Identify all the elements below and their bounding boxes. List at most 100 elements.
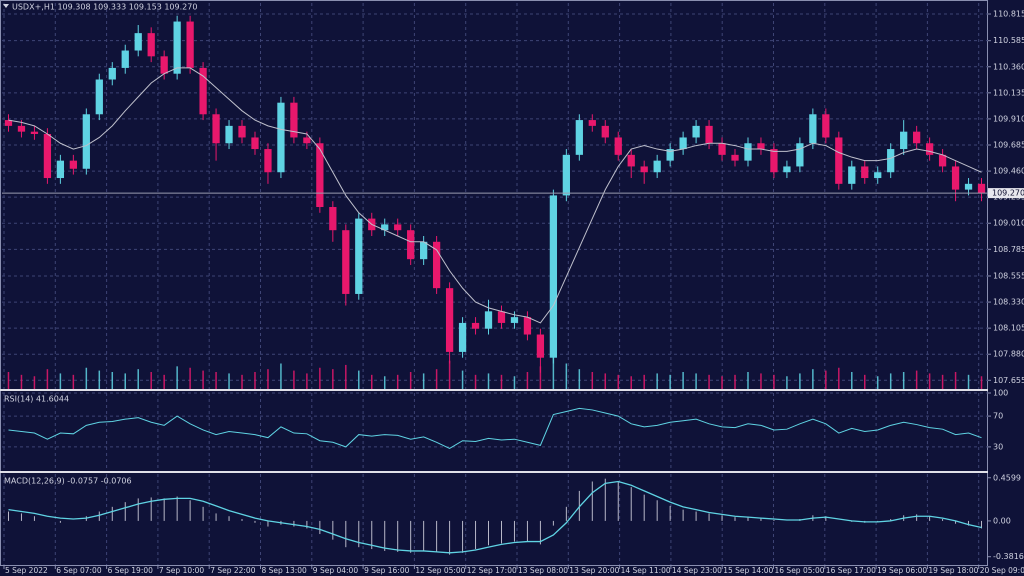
time-label: 19 Sep 06:00 [877, 566, 927, 575]
current-price-label: 109.270 [992, 189, 1024, 198]
y-tick-label: 109.460 [993, 167, 1024, 176]
candle-body [887, 149, 895, 173]
candle-body [56, 160, 65, 179]
candle-body [640, 166, 648, 173]
y-tick-label: 110.585 [993, 36, 1024, 45]
candle-body [692, 125, 700, 138]
candle-body [601, 125, 609, 138]
candle-body [17, 125, 26, 132]
rsi-line [8, 407, 982, 450]
time-label: 8 Sep 13:00 [262, 566, 308, 575]
candle-body [951, 166, 960, 190]
y-tick-label: 30 [993, 442, 1003, 451]
candle-body [173, 21, 181, 74]
time-label: 13 Sep 08:00 [518, 566, 568, 575]
y-tick-label: 109.010 [993, 219, 1024, 228]
time-label: 20 Sep 09:00 [980, 566, 1024, 575]
candle-body [82, 114, 90, 169]
candle-body [783, 166, 791, 173]
candle-body [290, 102, 298, 138]
time-label: 7 Sep 10:00 [159, 566, 205, 575]
candle-body [964, 183, 973, 190]
y-tick-label: 0.00 [993, 516, 1011, 525]
candle-body [160, 56, 168, 74]
candle-body [134, 33, 142, 51]
candle-body [913, 131, 921, 144]
candle-body [562, 154, 570, 196]
candle-body [69, 160, 77, 169]
candle-body [705, 125, 713, 144]
candle-body [432, 241, 441, 289]
y-tick-label: 109.910 [993, 114, 1024, 123]
y-tick-label: 108.105 [993, 324, 1024, 333]
candle-body [874, 172, 882, 179]
y-tick-label: -0.3816 [993, 552, 1024, 561]
y-tick-label: 70 [993, 412, 1003, 421]
rsi-title: RSI(14) 41.6044 [4, 395, 69, 404]
candle-body [523, 317, 532, 335]
candle-body [108, 67, 116, 80]
candle-body [627, 154, 635, 167]
y-tick-label: 110.815 [993, 10, 1024, 19]
y-tick-label: 107.655 [993, 376, 1024, 385]
candle-body [471, 322, 480, 329]
candle-body [718, 143, 726, 155]
candle-body [835, 137, 843, 184]
macd-signal-line [8, 480, 982, 554]
candle-body [420, 241, 428, 260]
time-label: 16 Sep 17:00 [826, 566, 876, 575]
macd-title: MACD(12,26,9) -0.0757 -0.0706 [4, 477, 132, 486]
time-label: 6 Sep 19:00 [108, 566, 154, 575]
candle-body [925, 143, 934, 155]
candle-body [407, 230, 415, 260]
candle-body [653, 160, 661, 173]
time-label: 19 Sep 18:00 [928, 566, 978, 575]
candle-body [251, 137, 259, 150]
candle-body [536, 334, 545, 358]
candle-body [147, 33, 155, 57]
candle-body [381, 224, 389, 231]
candle-body [614, 137, 622, 155]
candle-body [264, 149, 272, 173]
candle-body [316, 143, 324, 208]
candle-body [394, 224, 402, 231]
candle-body [977, 183, 986, 194]
time-label: 7 Sep 22:00 [210, 566, 256, 575]
candle-body [809, 114, 817, 144]
candle-body [355, 218, 363, 294]
candle-body [121, 50, 129, 68]
candle-body [497, 311, 506, 323]
candle-body [510, 317, 519, 323]
candle-body [731, 154, 739, 161]
candle-body [757, 143, 765, 150]
candle-body [212, 114, 220, 144]
candle-body [458, 322, 467, 352]
y-tick-label: 108.785 [993, 245, 1024, 254]
current-price-box [988, 188, 1024, 199]
candle-body [329, 207, 337, 231]
candle-body [575, 120, 583, 155]
candle-body [744, 143, 752, 161]
frame [0, 0, 988, 566]
time-label: 12 Sep 17:00 [467, 566, 517, 575]
time-label: 14 Sep 23:00 [672, 566, 722, 575]
y-tick-label: 109.685 [993, 140, 1024, 149]
y-tick-label: 110.360 [993, 62, 1024, 71]
symbol-header: USDX+,H1 109.308 109.333 109.153 109.270 [12, 3, 197, 12]
y-tick-label: 100 [993, 389, 1008, 398]
candle-body [666, 149, 674, 161]
candle-body [679, 137, 687, 150]
candle-body [900, 131, 908, 150]
y-tick-label: 108.555 [993, 271, 1024, 280]
time-label: 13 Sep 20:00 [569, 566, 619, 575]
candle-body [30, 131, 39, 134]
candle-body [484, 311, 493, 329]
candle-body [95, 79, 103, 115]
y-tick-label: 107.880 [993, 350, 1024, 359]
time-label: 9 Sep 04:00 [313, 566, 359, 575]
plot-layer: 5 Sep 2022 6 Sep 07:00 6 Sep 19:00 7 Sep 10… [2, 3, 1024, 575]
candle-body [4, 120, 13, 126]
y-tick-label: 110.135 [993, 88, 1024, 97]
candle-body [588, 120, 596, 126]
